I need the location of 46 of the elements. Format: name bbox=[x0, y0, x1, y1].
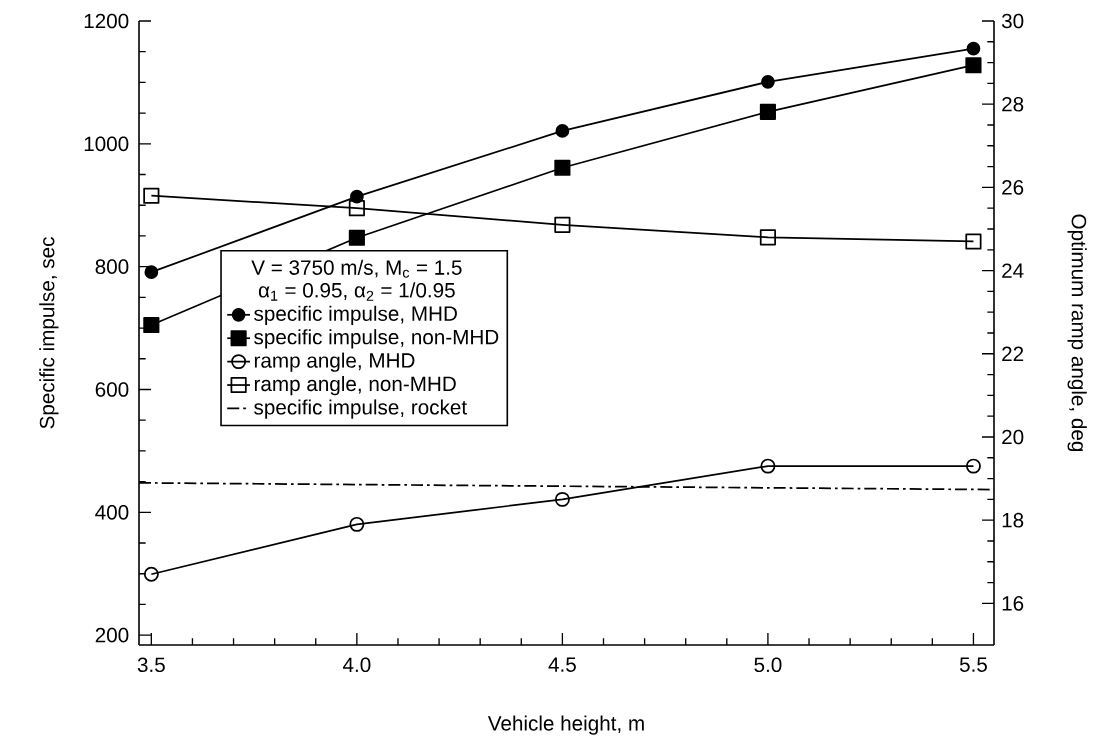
point bbox=[348, 200, 365, 217]
y-tick-label: 200 bbox=[95, 627, 129, 643]
y-axis-title: Specific impulse, sec bbox=[39, 237, 59, 429]
point bbox=[143, 187, 160, 204]
point bbox=[144, 265, 159, 280]
point bbox=[759, 229, 776, 246]
y-tick-label: 1200 bbox=[84, 13, 129, 29]
y2-tick-label: 22 bbox=[1002, 346, 1024, 361]
y2-tick-label: 20 bbox=[1002, 429, 1024, 445]
y-tick-label: 600 bbox=[95, 382, 129, 397]
legend-label: ramp angle, MHD bbox=[254, 352, 415, 372]
y2-tick-label: 28 bbox=[1002, 96, 1024, 112]
x-tick-label: 5.0 bbox=[754, 657, 782, 673]
point bbox=[554, 216, 571, 233]
point bbox=[966, 41, 981, 56]
point bbox=[761, 74, 775, 89]
x-axis-title: Vehicle height, m bbox=[487, 715, 644, 735]
point bbox=[554, 159, 571, 176]
legend-label: ramp angle, non-MHD bbox=[254, 375, 456, 396]
x-tick-label: 4.5 bbox=[548, 657, 576, 672]
legend-label: specific impulse, rocket bbox=[254, 399, 467, 419]
point bbox=[965, 458, 981, 474]
point bbox=[554, 491, 570, 507]
point bbox=[555, 124, 570, 138]
x-tick-label: 4.0 bbox=[342, 657, 371, 673]
x-tick-label: 3.5 bbox=[137, 657, 165, 673]
point bbox=[760, 458, 776, 474]
y2-axis-title: Optimum ramp angle, deg bbox=[1067, 214, 1087, 452]
y2-tick-label: 16 bbox=[1002, 596, 1024, 611]
y-tick-label: 400 bbox=[95, 505, 129, 520]
legend-label: specific impulse, MHD bbox=[254, 305, 457, 326]
point bbox=[965, 57, 982, 74]
point bbox=[759, 103, 776, 120]
point bbox=[348, 229, 365, 246]
y2-tick-label: 26 bbox=[1002, 180, 1024, 195]
x-tick-label: 5.5 bbox=[959, 657, 987, 672]
legend-label: specific impulse, non-MHD bbox=[254, 329, 499, 349]
point bbox=[965, 233, 982, 250]
point bbox=[143, 566, 159, 582]
point bbox=[349, 516, 365, 532]
y-tick-label: 1000 bbox=[84, 136, 129, 152]
y2-tick-label: 18 bbox=[1002, 512, 1024, 528]
y-tick-label: 800 bbox=[95, 259, 129, 274]
y2-tick-label: 24 bbox=[1002, 263, 1024, 278]
y2-tick-label: 30 bbox=[1001, 13, 1024, 29]
point bbox=[143, 316, 160, 334]
